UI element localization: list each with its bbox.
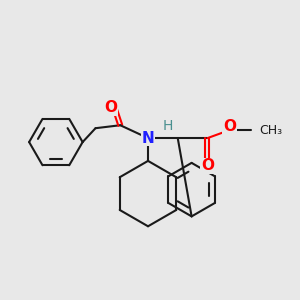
Text: O: O bbox=[223, 119, 236, 134]
Text: O: O bbox=[201, 158, 214, 173]
Text: H: H bbox=[163, 119, 173, 133]
Text: O: O bbox=[104, 100, 117, 115]
Text: CH₃: CH₃ bbox=[259, 124, 282, 137]
Text: N: N bbox=[142, 130, 154, 146]
